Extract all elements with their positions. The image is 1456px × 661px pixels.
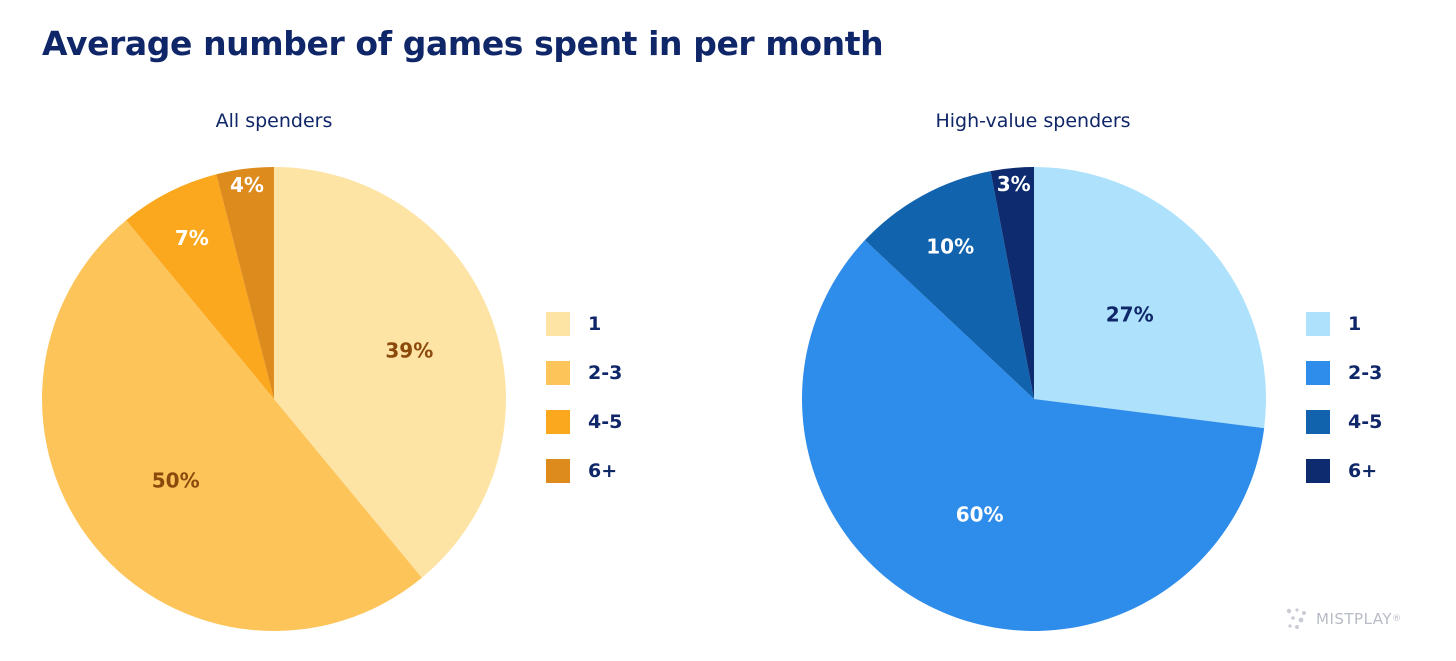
legend-label: 1 (1348, 313, 1362, 335)
legend-item: 6+ (546, 459, 622, 483)
pie-label-4-5: 10% (926, 235, 974, 259)
pie-label-6: 4% (230, 173, 264, 197)
legend-item: 2-3 (546, 361, 622, 385)
page-title: Average number of games spent in per mon… (42, 24, 884, 63)
pie-label-2-3: 60% (956, 502, 1004, 526)
pie-all-spenders: 39% 50% 7% 4% (41, 167, 506, 632)
legend-label: 2-3 (588, 362, 623, 384)
legend-swatch (546, 410, 570, 434)
pie-slice-6 (216, 167, 274, 399)
mistplay-logo-text: MISTPLAY (1316, 610, 1393, 628)
legend-label: 4-5 (1348, 411, 1383, 433)
registered-mark: ® (1392, 614, 1402, 624)
legend-swatch (1306, 361, 1330, 385)
legend-label: 2-3 (1348, 362, 1383, 384)
pie-label-1: 27% (1106, 303, 1154, 327)
pie-high-value-spenders: 27% 60% 10% 3% (801, 167, 1266, 632)
chart-title-high-value-spenders: High-value spenders (935, 110, 1131, 132)
pie-label-2-3: 50% (152, 468, 200, 492)
legend-swatch (546, 459, 570, 483)
legend-item: 4-5 (546, 410, 622, 434)
pie-slice-1 (274, 167, 506, 578)
mistplay-logo-icon (1286, 608, 1306, 629)
legend-swatch (1306, 459, 1330, 483)
pie-slice-1 (1034, 167, 1266, 429)
legend-label: 6+ (588, 460, 618, 482)
legend-item: 1 (1306, 312, 1382, 336)
legend-item: 4-5 (1306, 410, 1382, 434)
legend-item: 2-3 (1306, 361, 1382, 385)
pie-label-4-5: 7% (175, 226, 209, 250)
legend-high-value-spenders: 1 2-3 4-5 6+ (1306, 312, 1382, 508)
legend-item: 1 (546, 312, 622, 336)
legend-swatch (1306, 410, 1330, 434)
legend-swatch (546, 361, 570, 385)
pie-slice-6 (990, 167, 1034, 399)
pie-slice-4-5 (864, 171, 1034, 399)
pie-slice-2-3 (801, 240, 1265, 632)
pie-label-6: 3% (997, 172, 1031, 196)
pie-slice-2-3 (41, 220, 422, 632)
legend-all-spenders: 1 2-3 4-5 6+ (546, 312, 622, 508)
legend-label: 6+ (1348, 460, 1378, 482)
pie-slice-4-5 (126, 174, 274, 399)
legend-swatch (1306, 312, 1330, 336)
legend-item: 6+ (1306, 459, 1382, 483)
mistplay-logo: MISTPLAY ® (1284, 606, 1402, 632)
chart-title-all-spenders: All spenders (215, 110, 333, 132)
legend-label: 4-5 (588, 411, 623, 433)
legend-swatch (546, 312, 570, 336)
pie-label-1: 39% (385, 338, 433, 362)
legend-label: 1 (588, 313, 602, 335)
